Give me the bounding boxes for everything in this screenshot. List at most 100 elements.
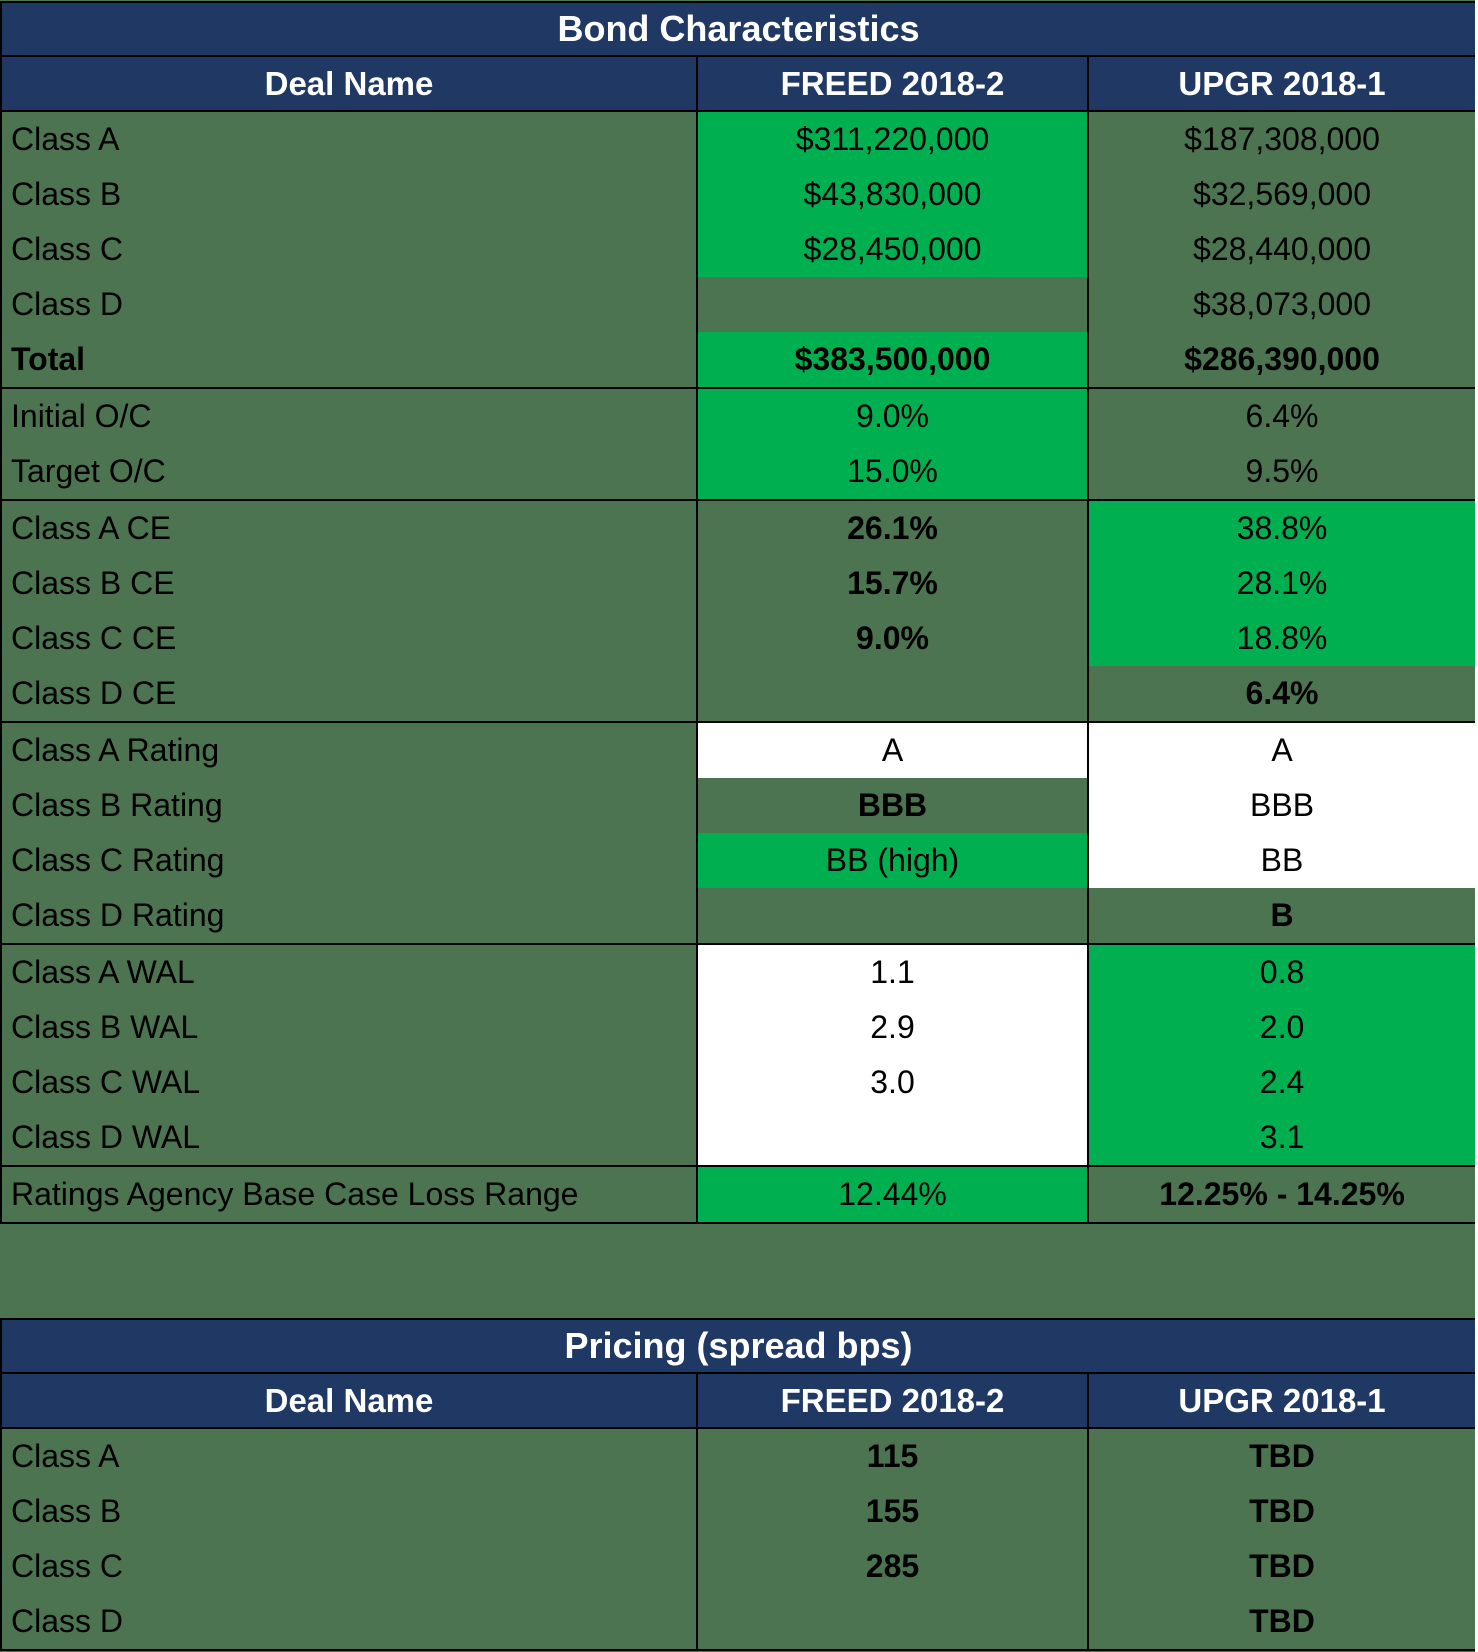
upgr-value-cell: 2.0 (1086, 1000, 1478, 1055)
column-header-upgr: UPGR 2018-1 (1086, 56, 1478, 112)
table-row: Class D $38,073,000 (1, 277, 1478, 332)
column-header-row: Deal Name FREED 2018-2 UPGR 2018-1 (0, 1373, 1478, 1429)
pricing-table-title: Pricing (spread bps) (1, 1319, 1477, 1374)
freed-value-cell: 3.0 (696, 1055, 1089, 1110)
upgr-value-cell: BBB (1086, 778, 1478, 833)
column-header-upgr: UPGR 2018-1 (1086, 1373, 1478, 1429)
freed-value-cell: 9.0% (696, 611, 1089, 666)
freed-value-cell: BBB (696, 778, 1089, 833)
freed-value-cell (696, 1594, 1089, 1650)
column-header-deal-name: Deal Name (0, 56, 698, 112)
upgr-value-cell: 3.1 (1086, 1110, 1478, 1167)
upgr-value-cell: 6.4% (1086, 388, 1478, 444)
table-row: Class B WAL 2.9 2.0 (1, 1000, 1478, 1055)
row-label-cell: Class B Rating (1, 778, 698, 833)
column-header-freed: FREED 2018-2 (696, 1373, 1089, 1429)
table-row: Class C WAL 3.0 2.4 (1, 1055, 1478, 1110)
row-label-cell: Class C CE (1, 611, 698, 666)
upgr-value-cell: A (1086, 722, 1478, 778)
freed-value-cell: $311,220,000 (696, 111, 1089, 167)
freed-value-cell: 285 (696, 1539, 1089, 1594)
upgr-value-cell: 6.4% (1086, 666, 1478, 723)
row-label-cell: Initial O/C (1, 388, 698, 444)
freed-value-cell: 15.7% (696, 556, 1089, 611)
table-row: Class C CE 9.0% 18.8% (1, 611, 1478, 666)
freed-value-cell: $28,450,000 (696, 222, 1089, 277)
column-header-deal-name: Deal Name (0, 1373, 698, 1429)
upgr-value-cell: 2.4 (1086, 1055, 1478, 1110)
table-row: Class B 155 TBD (1, 1484, 1478, 1539)
table-row: Class A WAL 1.1 0.8 (1, 944, 1478, 1000)
freed-value-cell: 12.44% (696, 1166, 1089, 1223)
bond-table-title: Bond Characteristics (1, 2, 1477, 57)
table-row: Initial O/C 9.0% 6.4% (1, 388, 1478, 444)
row-label-cell: Target O/C (1, 444, 698, 501)
freed-value-cell: BB (high) (696, 833, 1089, 888)
row-label-cell: Class B CE (1, 556, 698, 611)
table-row: Target O/C 15.0% 9.5% (1, 444, 1478, 501)
freed-value-cell (696, 888, 1089, 945)
table-row: Class A 115 TBD (1, 1428, 1478, 1484)
pricing-table: Pricing (spread bps) Deal Name FREED 201… (0, 1318, 1478, 1651)
upgr-value-cell: $187,308,000 (1086, 111, 1478, 167)
row-label-cell: Class A (1, 1428, 698, 1484)
table-row: Class B CE 15.7% 28.1% (1, 556, 1478, 611)
upgr-value-cell: B (1086, 888, 1478, 945)
table-row: Class C $28,450,000 $28,440,000 (1, 222, 1478, 277)
row-label-cell: Class C (1, 222, 698, 277)
table-row: Class C Rating BB (high) BB (1, 833, 1478, 888)
upgr-value-cell: 28.1% (1086, 556, 1478, 611)
upgr-value-cell: 18.8% (1086, 611, 1478, 666)
upgr-value-cell: TBD (1086, 1539, 1478, 1594)
upgr-value-cell: $286,390,000 (1086, 332, 1478, 389)
freed-value-cell (696, 277, 1089, 332)
row-label-cell: Class B (1, 167, 698, 222)
freed-value-cell: 2.9 (696, 1000, 1089, 1055)
upgr-value-cell: $38,073,000 (1086, 277, 1478, 332)
table-row: Class D Rating B (1, 888, 1478, 945)
row-label-cell: Class D WAL (1, 1110, 698, 1167)
row-label-cell: Class D (1, 1594, 698, 1650)
row-label-cell: Class D Rating (1, 888, 698, 945)
upgr-value-cell: 0.8 (1086, 944, 1478, 1000)
table-row: Ratings Agency Base Case Loss Range 12.44… (1, 1166, 1478, 1223)
table-row: Class B Rating BBB BBB (1, 778, 1478, 833)
row-label-cell: Class A (1, 111, 698, 167)
freed-value-cell: $43,830,000 (696, 167, 1089, 222)
row-label-cell: Class C (1, 1539, 698, 1594)
table-row: Total $383,500,000 $286,390,000 (1, 332, 1478, 389)
row-label-cell: Total (1, 332, 698, 389)
row-label-cell: Ratings Agency Base Case Loss Range (1, 1166, 698, 1223)
table-row: Class D CE 6.4% (1, 666, 1478, 723)
row-label-cell: Class B WAL (1, 1000, 698, 1055)
upgr-value-cell: 12.25% - 14.25% (1086, 1166, 1478, 1223)
row-label-cell: Class C WAL (1, 1055, 698, 1110)
table-row: Class D WAL 3.1 (1, 1110, 1478, 1167)
row-label-cell: Class A CE (1, 500, 698, 556)
freed-value-cell: 1.1 (696, 944, 1089, 1000)
upgr-value-cell: 9.5% (1086, 444, 1478, 501)
table-title-row: Bond Characteristics (1, 2, 1477, 57)
table-row: Class A $311,220,000 $187,308,000 (1, 111, 1478, 167)
upgr-value-cell: $28,440,000 (1086, 222, 1478, 277)
freed-value-cell: $383,500,000 (696, 332, 1089, 389)
freed-value-cell: 115 (696, 1428, 1089, 1484)
column-header-freed: FREED 2018-2 (696, 56, 1089, 112)
table-row: Class D TBD (1, 1594, 1478, 1650)
row-label-cell: Class A WAL (1, 944, 698, 1000)
upgr-value-cell: TBD (1086, 1428, 1478, 1484)
freed-value-cell: 155 (696, 1484, 1089, 1539)
bond-characteristics-table: Bond Characteristics Deal Name FREED 201… (0, 1, 1478, 1224)
row-label-cell: Class C Rating (1, 833, 698, 888)
upgr-value-cell: $32,569,000 (1086, 167, 1478, 222)
table-row: Class C 285 TBD (1, 1539, 1478, 1594)
freed-value-cell: 9.0% (696, 388, 1089, 444)
freed-value-cell: 15.0% (696, 444, 1089, 501)
freed-value-cell: A (696, 722, 1089, 778)
row-label-cell: Class A Rating (1, 722, 698, 778)
upgr-value-cell: BB (1086, 833, 1478, 888)
row-label-cell: Class D (1, 277, 698, 332)
freed-value-cell (696, 1110, 1089, 1167)
table-row: Class B $43,830,000 $32,569,000 (1, 167, 1478, 222)
upgr-value-cell: TBD (1086, 1484, 1478, 1539)
